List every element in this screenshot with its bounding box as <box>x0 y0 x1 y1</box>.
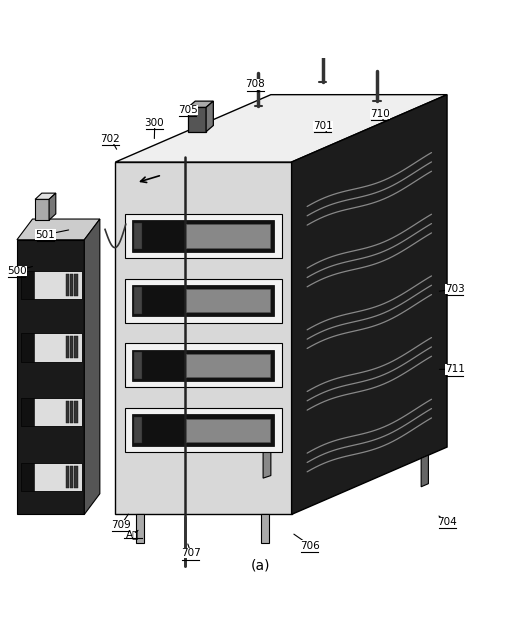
Polygon shape <box>132 285 275 316</box>
Text: 709: 709 <box>110 520 130 530</box>
Text: 500: 500 <box>7 266 27 276</box>
Polygon shape <box>125 344 282 387</box>
Text: 711: 711 <box>445 364 465 374</box>
Polygon shape <box>125 408 282 452</box>
Polygon shape <box>132 350 275 381</box>
Polygon shape <box>70 401 73 423</box>
Polygon shape <box>75 274 78 297</box>
Polygon shape <box>35 193 56 199</box>
Text: (a): (a) <box>251 558 270 572</box>
Polygon shape <box>421 455 428 487</box>
Text: 501: 501 <box>35 230 55 239</box>
Polygon shape <box>66 336 69 358</box>
Polygon shape <box>75 336 78 358</box>
Polygon shape <box>136 514 144 543</box>
Polygon shape <box>133 288 142 314</box>
Polygon shape <box>70 336 73 358</box>
Polygon shape <box>188 101 213 107</box>
Polygon shape <box>35 199 49 220</box>
Polygon shape <box>125 279 282 323</box>
Polygon shape <box>70 465 73 488</box>
Text: 701: 701 <box>313 121 332 131</box>
Polygon shape <box>75 401 78 423</box>
Polygon shape <box>21 398 82 426</box>
Text: 706: 706 <box>300 540 319 551</box>
Polygon shape <box>17 219 100 240</box>
Polygon shape <box>21 271 34 299</box>
Text: A面: A面 <box>126 529 140 539</box>
Polygon shape <box>21 333 34 361</box>
Polygon shape <box>133 223 142 249</box>
Text: 704: 704 <box>437 517 457 527</box>
Polygon shape <box>132 220 275 251</box>
Polygon shape <box>260 514 269 543</box>
Polygon shape <box>17 240 84 514</box>
Polygon shape <box>188 107 206 131</box>
Text: 703: 703 <box>445 284 465 294</box>
Polygon shape <box>66 465 69 488</box>
Polygon shape <box>133 417 142 443</box>
Polygon shape <box>132 415 275 446</box>
Polygon shape <box>70 274 73 297</box>
Polygon shape <box>187 418 270 442</box>
Polygon shape <box>115 162 292 514</box>
Polygon shape <box>21 463 82 491</box>
Text: 705: 705 <box>178 105 198 115</box>
Polygon shape <box>292 95 447 514</box>
Text: 702: 702 <box>101 134 120 144</box>
Polygon shape <box>115 95 447 162</box>
Polygon shape <box>21 271 82 299</box>
Polygon shape <box>21 398 34 426</box>
Polygon shape <box>84 219 100 514</box>
Polygon shape <box>49 193 56 220</box>
Text: 707: 707 <box>181 548 201 558</box>
Text: 710: 710 <box>370 109 390 119</box>
Polygon shape <box>125 214 282 258</box>
Polygon shape <box>75 465 78 488</box>
Polygon shape <box>21 463 34 491</box>
Text: 708: 708 <box>245 79 265 90</box>
Polygon shape <box>187 224 270 248</box>
Text: 300: 300 <box>144 118 164 128</box>
Polygon shape <box>263 447 271 478</box>
Polygon shape <box>187 354 270 377</box>
Polygon shape <box>21 333 82 361</box>
Polygon shape <box>187 289 270 312</box>
Polygon shape <box>206 101 213 131</box>
Polygon shape <box>66 401 69 423</box>
Polygon shape <box>133 352 142 378</box>
Polygon shape <box>66 274 69 297</box>
